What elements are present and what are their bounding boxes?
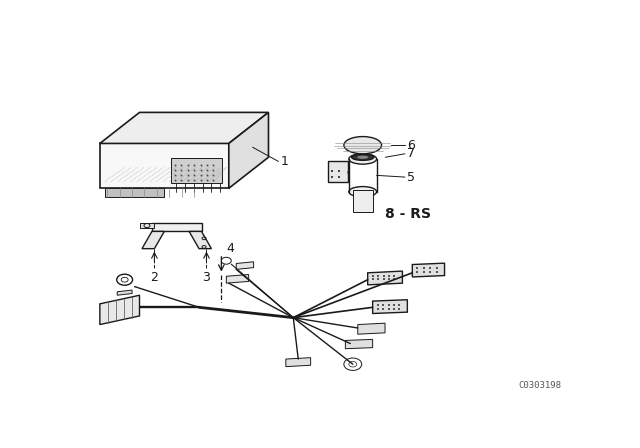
- Text: C0303198: C0303198: [518, 381, 561, 390]
- Ellipse shape: [344, 137, 381, 154]
- Polygon shape: [117, 290, 132, 295]
- Polygon shape: [328, 161, 348, 182]
- Text: 7: 7: [408, 147, 415, 160]
- Text: 4: 4: [227, 242, 234, 255]
- Polygon shape: [227, 275, 248, 283]
- Text: 8 - RS: 8 - RS: [385, 207, 431, 221]
- Ellipse shape: [349, 154, 376, 164]
- Text: 1: 1: [281, 155, 289, 168]
- Polygon shape: [353, 190, 372, 212]
- Polygon shape: [286, 358, 310, 366]
- Polygon shape: [358, 323, 385, 334]
- Polygon shape: [229, 112, 269, 188]
- Text: 3: 3: [202, 271, 211, 284]
- Polygon shape: [236, 262, 253, 269]
- Polygon shape: [152, 223, 202, 232]
- Polygon shape: [105, 188, 164, 197]
- Text: 5: 5: [408, 171, 415, 184]
- Polygon shape: [142, 232, 164, 249]
- Text: 6: 6: [408, 139, 415, 152]
- Ellipse shape: [351, 154, 374, 160]
- Polygon shape: [100, 143, 229, 188]
- Polygon shape: [100, 295, 140, 324]
- Polygon shape: [100, 112, 269, 143]
- Ellipse shape: [349, 186, 376, 197]
- Text: 2: 2: [150, 271, 158, 284]
- Ellipse shape: [357, 156, 368, 159]
- Polygon shape: [346, 340, 372, 349]
- Polygon shape: [189, 232, 211, 249]
- Polygon shape: [367, 271, 403, 285]
- Polygon shape: [171, 159, 222, 183]
- Polygon shape: [140, 223, 154, 228]
- Polygon shape: [412, 263, 445, 277]
- Polygon shape: [372, 300, 407, 314]
